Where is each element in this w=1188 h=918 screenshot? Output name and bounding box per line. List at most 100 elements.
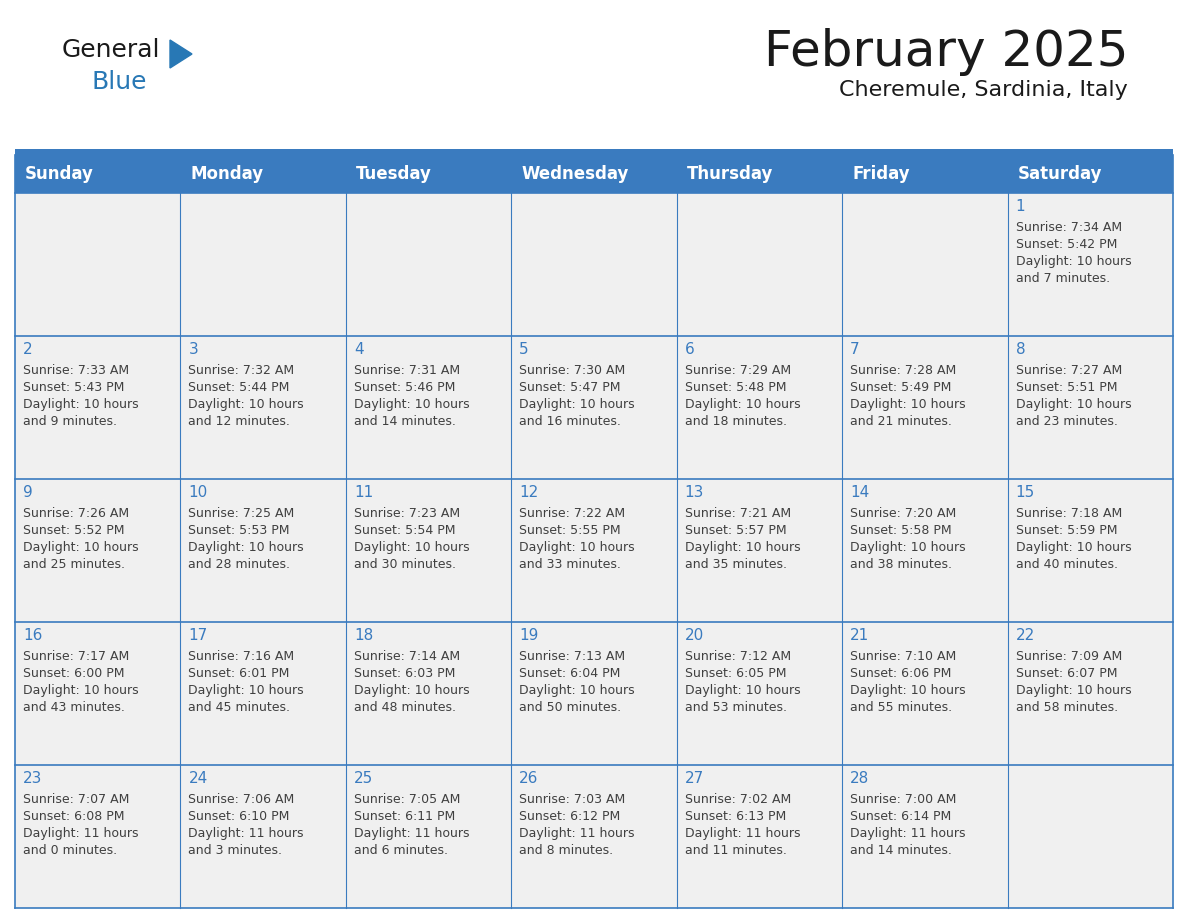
Text: Daylight: 10 hours: Daylight: 10 hours: [1016, 541, 1131, 554]
Text: and 25 minutes.: and 25 minutes.: [23, 558, 125, 571]
Text: Sunrise: 7:31 AM: Sunrise: 7:31 AM: [354, 364, 460, 377]
Text: Daylight: 10 hours: Daylight: 10 hours: [519, 398, 634, 411]
Text: Sunrise: 7:33 AM: Sunrise: 7:33 AM: [23, 364, 129, 377]
Text: 28: 28: [851, 771, 870, 786]
Text: Daylight: 10 hours: Daylight: 10 hours: [684, 541, 801, 554]
Text: and 8 minutes.: and 8 minutes.: [519, 844, 613, 857]
Text: and 50 minutes.: and 50 minutes.: [519, 701, 621, 714]
Text: 5: 5: [519, 342, 529, 357]
Text: 26: 26: [519, 771, 538, 786]
Text: Sunrise: 7:25 AM: Sunrise: 7:25 AM: [189, 507, 295, 520]
Text: Daylight: 11 hours: Daylight: 11 hours: [519, 827, 634, 840]
Text: 21: 21: [851, 628, 870, 643]
Text: 13: 13: [684, 485, 704, 500]
Text: and 12 minutes.: and 12 minutes.: [189, 415, 290, 428]
Text: Daylight: 10 hours: Daylight: 10 hours: [354, 398, 469, 411]
Text: Sunset: 6:13 PM: Sunset: 6:13 PM: [684, 810, 786, 823]
Text: Sunset: 6:12 PM: Sunset: 6:12 PM: [519, 810, 620, 823]
Text: Sunday: Sunday: [25, 165, 94, 183]
Text: Sunrise: 7:27 AM: Sunrise: 7:27 AM: [1016, 364, 1121, 377]
Bar: [15, 149, 1173, 155]
Text: Sunset: 5:55 PM: Sunset: 5:55 PM: [519, 524, 621, 537]
Text: Daylight: 10 hours: Daylight: 10 hours: [189, 684, 304, 697]
Text: Sunset: 5:59 PM: Sunset: 5:59 PM: [1016, 524, 1117, 537]
Text: Sunrise: 7:09 AM: Sunrise: 7:09 AM: [1016, 650, 1121, 663]
Text: Blue: Blue: [91, 70, 147, 94]
Text: Sunset: 6:08 PM: Sunset: 6:08 PM: [23, 810, 125, 823]
Text: Daylight: 10 hours: Daylight: 10 hours: [23, 541, 139, 554]
Text: Sunrise: 7:17 AM: Sunrise: 7:17 AM: [23, 650, 129, 663]
Text: 23: 23: [23, 771, 43, 786]
Text: 11: 11: [354, 485, 373, 500]
Text: 17: 17: [189, 628, 208, 643]
Text: Sunset: 5:49 PM: Sunset: 5:49 PM: [851, 381, 952, 394]
Text: Sunrise: 7:00 AM: Sunrise: 7:00 AM: [851, 793, 956, 806]
Text: Tuesday: Tuesday: [356, 165, 431, 183]
Text: Sunset: 5:54 PM: Sunset: 5:54 PM: [354, 524, 455, 537]
Text: Daylight: 10 hours: Daylight: 10 hours: [851, 398, 966, 411]
Text: Sunset: 5:43 PM: Sunset: 5:43 PM: [23, 381, 125, 394]
Text: and 7 minutes.: and 7 minutes.: [1016, 272, 1110, 285]
Text: Sunrise: 7:18 AM: Sunrise: 7:18 AM: [1016, 507, 1121, 520]
Text: February 2025: February 2025: [764, 28, 1127, 76]
Text: Daylight: 10 hours: Daylight: 10 hours: [851, 684, 966, 697]
Text: Sunrise: 7:28 AM: Sunrise: 7:28 AM: [851, 364, 956, 377]
Text: #1a1a1a: #1a1a1a: [62, 38, 69, 39]
Text: and 9 minutes.: and 9 minutes.: [23, 415, 116, 428]
Text: and 21 minutes.: and 21 minutes.: [851, 415, 952, 428]
Text: Daylight: 10 hours: Daylight: 10 hours: [519, 684, 634, 697]
Text: Daylight: 11 hours: Daylight: 11 hours: [851, 827, 966, 840]
Text: Sunrise: 7:29 AM: Sunrise: 7:29 AM: [684, 364, 791, 377]
Text: Daylight: 10 hours: Daylight: 10 hours: [189, 398, 304, 411]
Text: Daylight: 10 hours: Daylight: 10 hours: [1016, 398, 1131, 411]
Text: 1: 1: [1016, 199, 1025, 214]
Text: Sunset: 5:47 PM: Sunset: 5:47 PM: [519, 381, 621, 394]
Text: Sunrise: 7:34 AM: Sunrise: 7:34 AM: [1016, 221, 1121, 234]
Text: 8: 8: [1016, 342, 1025, 357]
Bar: [15, 765, 1173, 908]
Text: 2: 2: [23, 342, 32, 357]
Text: Sunrise: 7:30 AM: Sunrise: 7:30 AM: [519, 364, 626, 377]
Text: General: General: [62, 38, 160, 62]
Text: and 30 minutes.: and 30 minutes.: [354, 558, 456, 571]
Text: Daylight: 10 hours: Daylight: 10 hours: [354, 541, 469, 554]
Text: and 18 minutes.: and 18 minutes.: [684, 415, 786, 428]
Text: Sunset: 6:00 PM: Sunset: 6:00 PM: [23, 667, 125, 680]
Text: and 28 minutes.: and 28 minutes.: [189, 558, 290, 571]
Text: Daylight: 11 hours: Daylight: 11 hours: [23, 827, 139, 840]
Text: and 45 minutes.: and 45 minutes.: [189, 701, 290, 714]
Text: Sunset: 5:52 PM: Sunset: 5:52 PM: [23, 524, 125, 537]
Text: Sunset: 6:03 PM: Sunset: 6:03 PM: [354, 667, 455, 680]
Text: Sunset: 5:46 PM: Sunset: 5:46 PM: [354, 381, 455, 394]
Text: Daylight: 10 hours: Daylight: 10 hours: [189, 541, 304, 554]
Text: Daylight: 10 hours: Daylight: 10 hours: [519, 541, 634, 554]
Text: and 40 minutes.: and 40 minutes.: [1016, 558, 1118, 571]
Text: Daylight: 11 hours: Daylight: 11 hours: [189, 827, 304, 840]
Text: Sunset: 6:11 PM: Sunset: 6:11 PM: [354, 810, 455, 823]
Text: Sunrise: 7:13 AM: Sunrise: 7:13 AM: [519, 650, 625, 663]
Text: Sunset: 5:48 PM: Sunset: 5:48 PM: [684, 381, 786, 394]
Text: Monday: Monday: [190, 165, 264, 183]
Text: and 3 minutes.: and 3 minutes.: [189, 844, 283, 857]
Text: and 58 minutes.: and 58 minutes.: [1016, 701, 1118, 714]
Text: Sunrise: 7:06 AM: Sunrise: 7:06 AM: [189, 793, 295, 806]
Text: and 14 minutes.: and 14 minutes.: [851, 844, 952, 857]
Text: Sunrise: 7:03 AM: Sunrise: 7:03 AM: [519, 793, 626, 806]
Text: and 11 minutes.: and 11 minutes.: [684, 844, 786, 857]
Text: 12: 12: [519, 485, 538, 500]
Text: and 35 minutes.: and 35 minutes.: [684, 558, 786, 571]
Text: and 16 minutes.: and 16 minutes.: [519, 415, 621, 428]
Text: 9: 9: [23, 485, 33, 500]
Text: and 38 minutes.: and 38 minutes.: [851, 558, 952, 571]
Text: Sunrise: 7:26 AM: Sunrise: 7:26 AM: [23, 507, 129, 520]
Text: Sunrise: 7:07 AM: Sunrise: 7:07 AM: [23, 793, 129, 806]
Text: Sunset: 6:10 PM: Sunset: 6:10 PM: [189, 810, 290, 823]
Text: Daylight: 10 hours: Daylight: 10 hours: [23, 398, 139, 411]
Text: Sunset: 6:04 PM: Sunset: 6:04 PM: [519, 667, 620, 680]
Text: Saturday: Saturday: [1018, 165, 1102, 183]
Text: 20: 20: [684, 628, 704, 643]
Text: 19: 19: [519, 628, 538, 643]
Text: 18: 18: [354, 628, 373, 643]
Text: Daylight: 10 hours: Daylight: 10 hours: [684, 398, 801, 411]
Text: 25: 25: [354, 771, 373, 786]
